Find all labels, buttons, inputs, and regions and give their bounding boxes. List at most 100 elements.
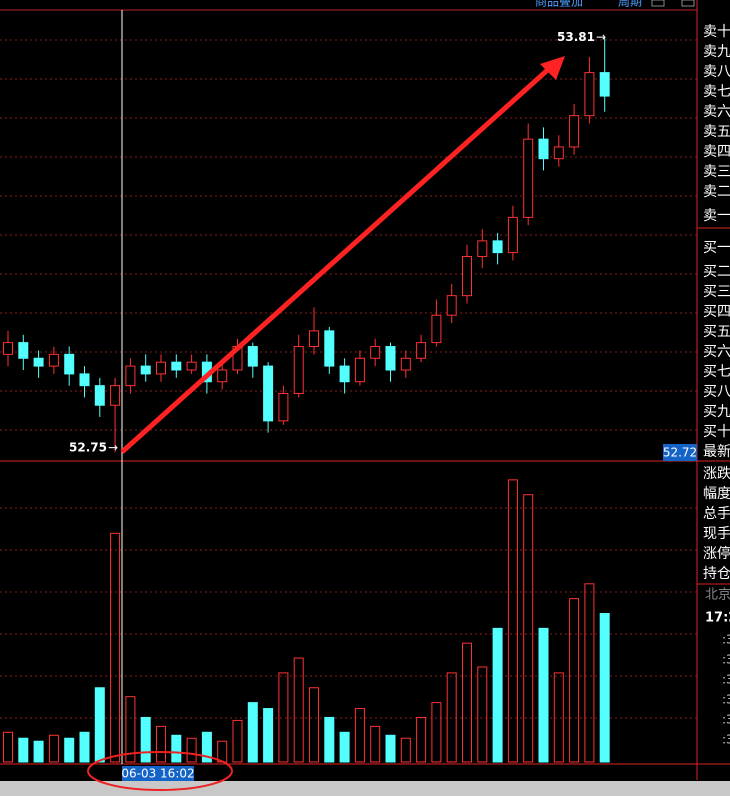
price-box [663,444,697,461]
candle-body [3,342,13,355]
window-button[interactable] [651,0,665,7]
side-label: 卖九 [703,44,730,60]
volume-bar [599,613,610,763]
volume-bar [553,672,564,763]
volume-bar [48,734,59,763]
volume-bar [492,627,503,763]
time-row: :3 [722,733,730,747]
candle-body [33,357,44,367]
side-label: 卖七 [703,84,730,100]
candle-body [477,240,488,258]
candle-body [400,357,411,371]
candle-body [247,346,258,367]
candle-body [446,295,457,316]
candle-body [462,256,472,297]
side-label: 涨停 [703,545,730,562]
volume-bar [523,494,534,763]
candle-body [492,240,503,254]
side-label: 卖一 [703,208,730,224]
highlight-ellipse [87,751,233,791]
volume-bar [247,702,258,763]
volume-bar [416,716,427,763]
toolbar-item[interactable]: 周期 [618,0,642,9]
max-price: 53.81 [557,30,595,44]
candle-body [171,361,182,371]
side-label: 卖四 [703,144,730,160]
candle-body [110,385,121,406]
candle-body [339,365,350,383]
candle-body [309,330,319,348]
candle-body [416,342,427,359]
side-label: 买九 [703,404,730,420]
candle-body [125,365,136,387]
candle-body [48,353,59,367]
volume-bar [339,731,350,763]
side-label: 买二 [703,264,730,280]
volume-bar [79,731,90,763]
candle-body [599,72,610,97]
candle-body [431,314,442,344]
side-label: 幅度 [703,486,730,502]
side-label: 总手 [703,506,730,522]
candle-body [140,365,151,375]
candle-body [293,346,304,394]
grid [0,39,697,719]
candle-body [94,385,105,406]
trend-arrow [120,64,554,454]
side-label: 现手 [703,526,730,542]
candle-body [538,138,549,160]
market: 北京 [705,588,730,603]
window-button[interactable] [681,0,695,7]
side-label: 卖十 [703,24,730,40]
volume-bar [94,687,105,763]
side-label: 持仓 [703,566,730,582]
volume-bar [156,725,166,763]
side-label: 买六 [703,344,730,360]
footer: 笔 [712,764,724,779]
volume-bar [293,657,304,763]
crosshair-time: 06-03 16:02 [121,767,194,781]
volume-bar [125,696,136,763]
candle-body [569,115,580,148]
time-row: :3 [722,673,730,687]
candle-body [263,365,274,422]
candle-body [584,72,595,117]
clock: 17:2 [705,611,730,626]
arrow-glyph: → [596,30,606,44]
side-label: 涨跌 [703,466,730,482]
volume-bar [477,666,488,763]
volume-bar [18,737,29,763]
toolbar-item[interactable]: 商品叠加 [535,0,583,9]
volume-bar [201,731,212,763]
volume-bar [186,737,197,763]
volume-bar [538,627,549,763]
volume-bar [446,672,457,763]
min-price: 52.75 [69,441,107,455]
side-label: 卖五 [703,124,730,140]
arrow-glyph: → [108,441,118,455]
candle-body [156,361,166,375]
status-bar [0,781,730,796]
volume-bar [385,734,396,763]
volume-bar [370,725,381,763]
volume-bar [400,737,411,763]
volume-bar [232,719,243,763]
volume-bar [569,598,580,763]
side-label: 买五 [703,324,730,340]
candle-body [64,353,75,375]
volume-bar [431,702,442,763]
volume-bar [354,708,365,763]
candle-body [278,392,289,422]
volume-bar [309,687,319,763]
side-label: 买八 [703,384,730,400]
side-label: 买一 [703,240,730,256]
volume-bar [462,642,472,763]
candle-body [79,373,90,387]
side-label: 买三 [703,284,730,300]
trend-arrow-head [540,56,565,80]
volume-bar [64,737,75,763]
side-label: 卖八 [703,64,730,80]
time-row: :3 [722,693,730,707]
